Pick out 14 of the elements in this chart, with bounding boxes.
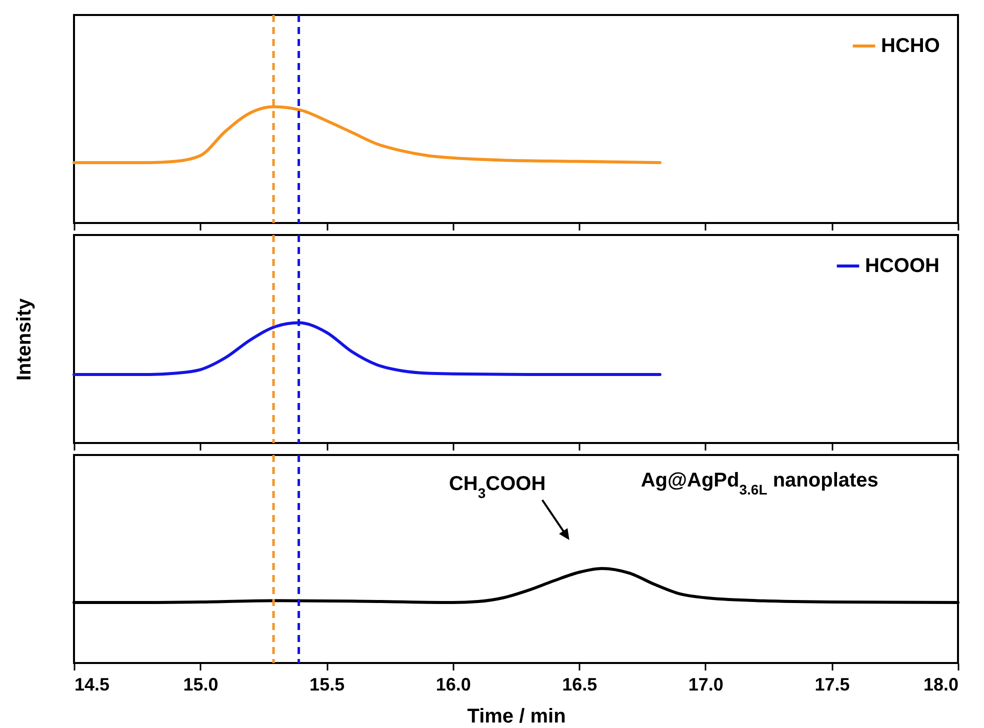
x-tick-label: 16.5: [562, 674, 598, 694]
x-tick-label: 14.5: [74, 674, 110, 694]
y-axis-title: Intensity: [14, 298, 36, 381]
x-tick-label: 15.0: [183, 674, 218, 694]
x-tick-label: 17.5: [814, 674, 850, 694]
x-tick-label: 18.0: [923, 674, 958, 694]
legend-label: HCHO: [881, 35, 940, 57]
text: CH$_{3}$COOH: [448, 473, 546, 501]
x-tick-label: 16.0: [436, 674, 471, 694]
x-tick-label: 15.5: [310, 674, 345, 694]
legend-label: HCOOH: [865, 255, 940, 277]
x-tick-label: 17.0: [688, 674, 724, 694]
text: Ag@AgPd$_{3.6L}$ nanoplates: [640, 469, 878, 498]
x-axis-title: Time / min: [467, 706, 566, 728]
